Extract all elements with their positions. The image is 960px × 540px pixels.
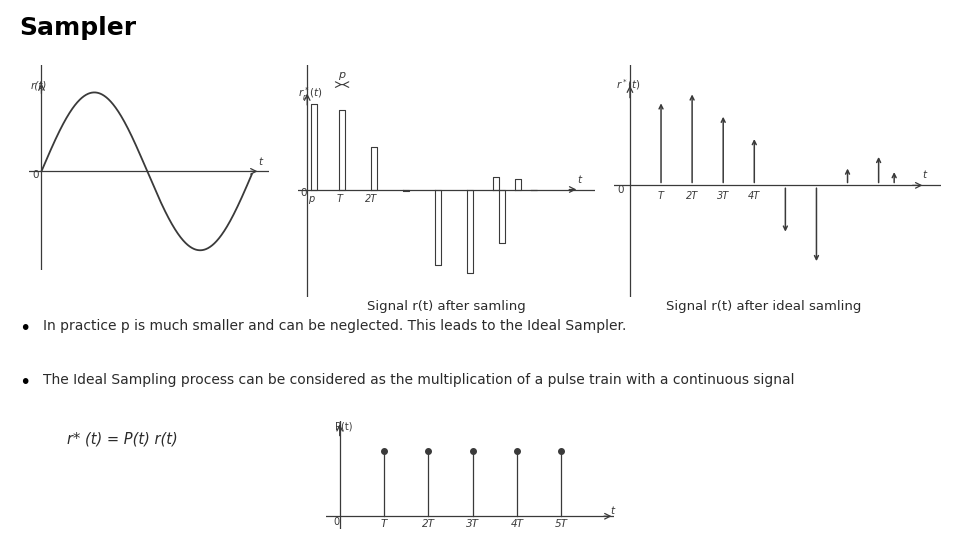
Text: Sampler: Sampler bbox=[19, 16, 136, 40]
Text: t: t bbox=[610, 505, 614, 516]
Text: Signal r(t) after ideal samling: Signal r(t) after ideal samling bbox=[665, 300, 861, 313]
Text: 0: 0 bbox=[33, 170, 38, 180]
Text: p: p bbox=[308, 194, 314, 205]
Text: Signal r(t) after samling: Signal r(t) after samling bbox=[367, 300, 526, 313]
Text: t: t bbox=[923, 170, 926, 180]
Text: T: T bbox=[336, 194, 342, 205]
Text: •: • bbox=[19, 373, 31, 392]
Text: •: • bbox=[19, 319, 31, 338]
Text: 4T: 4T bbox=[748, 191, 760, 201]
Text: 0: 0 bbox=[333, 517, 339, 527]
Text: T: T bbox=[381, 518, 387, 529]
Text: 0: 0 bbox=[300, 188, 306, 198]
Text: 0: 0 bbox=[617, 185, 623, 194]
Text: 2T: 2T bbox=[686, 191, 698, 201]
Text: 5T: 5T bbox=[555, 518, 567, 529]
Text: 2T: 2T bbox=[365, 194, 377, 205]
Text: r* (t) = P(t) r(t): r* (t) = P(t) r(t) bbox=[67, 432, 178, 447]
Text: P(t): P(t) bbox=[335, 422, 352, 432]
Text: 3T: 3T bbox=[717, 191, 730, 201]
Text: $r^*(t)$: $r^*(t)$ bbox=[616, 78, 641, 92]
Text: The Ideal Sampling process can be considered as the multiplication of a pulse tr: The Ideal Sampling process can be consid… bbox=[43, 373, 795, 387]
Text: p: p bbox=[339, 70, 346, 80]
Text: $r_p^*(t)$: $r_p^*(t)$ bbox=[299, 85, 324, 103]
Text: t: t bbox=[258, 157, 262, 167]
Text: 4T: 4T bbox=[511, 518, 523, 529]
Text: T: T bbox=[658, 191, 664, 201]
Text: 2T: 2T bbox=[421, 518, 435, 529]
Text: In practice p is much smaller and can be neglected. This leads to the Ideal Samp: In practice p is much smaller and can be… bbox=[43, 319, 627, 333]
Text: r(t): r(t) bbox=[31, 80, 47, 91]
Text: t: t bbox=[578, 174, 582, 185]
Text: 3T: 3T bbox=[467, 518, 479, 529]
